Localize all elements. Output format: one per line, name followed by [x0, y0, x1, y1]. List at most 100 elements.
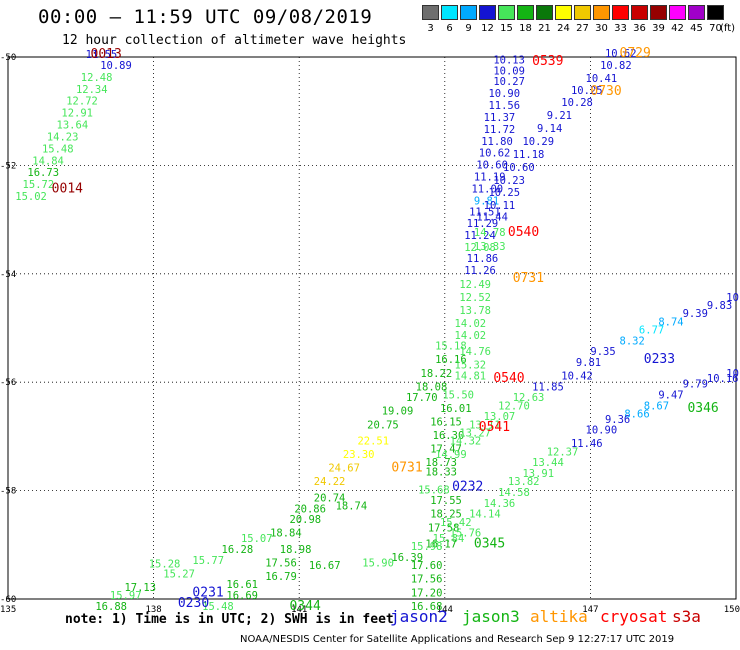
lat-tick-label: -50 — [0, 53, 16, 63]
legend-swatch — [593, 5, 610, 20]
swh-value: 11.26 — [464, 265, 496, 277]
swh-value: 18.25 — [430, 509, 462, 521]
swh-value: 11.72 — [484, 124, 516, 136]
legend-label: 3 — [427, 23, 434, 34]
swh-value: 15.84 — [433, 533, 465, 545]
swh-value: 18.08 — [416, 381, 448, 393]
swh-value: 9.79 — [683, 379, 708, 391]
swh-value: 11.37 — [484, 112, 516, 124]
swh-value: 18.74 — [336, 501, 368, 513]
swh-value: 15.50 — [442, 389, 474, 401]
map-subtitle: 12 hour collection of altimeter wave hei… — [62, 33, 407, 48]
legend-swatch — [650, 5, 667, 20]
swh-value: 9.47 — [658, 389, 683, 401]
map-frame — [7, 56, 737, 600]
swh-value: 17.60 — [411, 560, 443, 572]
swh-value: 15.28 — [149, 559, 181, 571]
legend-swatch — [479, 5, 496, 20]
legend-label: 39 — [652, 23, 665, 34]
pass-time-label: 0730 — [590, 84, 621, 99]
pass-time-label: 0541 — [479, 420, 510, 435]
swh-value: 16.16 — [435, 354, 467, 366]
lon-tick-label: 138 — [145, 605, 161, 615]
swh-value: 11.44 — [476, 212, 508, 224]
swh-value: 20.74 — [314, 492, 346, 504]
swh-value: 16.79 — [265, 571, 297, 583]
pass-time-label: 0346 — [687, 401, 718, 416]
map-grid — [7, 56, 737, 600]
swh-value: 11.19 — [474, 172, 506, 184]
satellite-name: altika — [530, 607, 588, 626]
legend-label: 30 — [595, 23, 608, 34]
swh-value: 8.66 — [624, 408, 649, 420]
swh-value: 24.22 — [314, 476, 346, 488]
swh-value: 16.73 — [27, 167, 59, 179]
swh-value: 17.58 — [428, 522, 460, 534]
swh-value: 18.33 — [425, 466, 457, 478]
swh-value: 13.82 — [508, 476, 540, 488]
swh-value: 14.36 — [484, 498, 516, 510]
swh-value: 13.27 — [459, 427, 491, 439]
swh-value: 15.72 — [23, 179, 55, 191]
lon-tick-label: 150 — [724, 605, 740, 615]
swh-value: 20.86 — [294, 503, 326, 515]
swh-value: 10.41 — [586, 73, 618, 85]
pass-time-label: 0345 — [474, 537, 505, 552]
swh-value: 12.70 — [498, 400, 530, 412]
swh-value: 10.29 — [522, 136, 554, 148]
lon-tick-label: 147 — [582, 605, 598, 615]
swh-value: 9.21 — [547, 110, 572, 122]
swh-value: 15.07 — [241, 533, 273, 545]
swh-value: 9.83 — [707, 300, 732, 312]
swh-value: 10.16 — [707, 373, 739, 385]
swh-value: 11.00 — [471, 184, 503, 196]
lon-tick-label: 144 — [437, 605, 453, 615]
swh-value: 14.23 — [47, 131, 79, 143]
swh-value: 11.85 — [532, 381, 564, 393]
swh-value: 14.99 — [435, 449, 467, 461]
swh-value: 14.02 — [455, 318, 487, 330]
swh-value: 16.88 — [95, 601, 127, 613]
swh-value: 11.18 — [513, 149, 545, 161]
swh-value: 14.58 — [498, 487, 530, 499]
swh-value: 9.39 — [683, 308, 708, 320]
swh-value: 13.44 — [532, 457, 564, 469]
swh-value: 9.36 — [605, 414, 630, 426]
swh-value: 10.62 — [479, 148, 511, 160]
legend-unit: (ft) — [720, 23, 736, 34]
swh-value: 15.98 — [411, 541, 443, 553]
lat-tick-label: -60 — [0, 595, 16, 605]
pass-time-label: 0731 — [513, 271, 544, 286]
legend-label: 27 — [576, 23, 589, 34]
swh-value: 15.77 — [192, 555, 224, 567]
swh-value: 18.84 — [270, 528, 302, 540]
swh-value: 9.81 — [576, 357, 601, 369]
swh-value: 10.42 — [561, 370, 593, 382]
swh-value: 10.60 — [503, 162, 535, 174]
swh-value: 14.32 — [450, 436, 482, 448]
swh-value: 18.22 — [421, 368, 453, 380]
swh-value: 18.98 — [280, 544, 312, 556]
swh-value: 20.75 — [367, 419, 399, 431]
legend-swatch — [555, 5, 572, 20]
swh-value: 14.14 — [469, 509, 501, 521]
swh-value: 10.25 — [571, 85, 603, 97]
swh-value: 12.72 — [66, 96, 98, 108]
swh-value: 11.51 — [469, 206, 501, 218]
swh-value: 8.74 — [658, 316, 683, 328]
swh-value: 12.37 — [547, 446, 579, 458]
swh-value: 19.09 — [382, 406, 414, 418]
pass-time-label: 0013 — [91, 47, 122, 62]
legend-swatch — [498, 5, 515, 20]
swh-value: 14.84 — [32, 155, 64, 167]
legend-label: 24 — [557, 23, 570, 34]
swh-value: 17.13 — [124, 582, 156, 594]
lat-tick-label: -56 — [0, 378, 16, 388]
legend-swatch — [422, 5, 439, 20]
swh-value: 16.15 — [430, 417, 462, 429]
legend-swatch — [612, 5, 629, 20]
swh-value: 15.68 — [418, 484, 450, 496]
swh-value: 6.77 — [639, 324, 664, 336]
swh-value: 11.29 — [467, 218, 499, 230]
swh-value: 15.48 — [202, 601, 234, 613]
